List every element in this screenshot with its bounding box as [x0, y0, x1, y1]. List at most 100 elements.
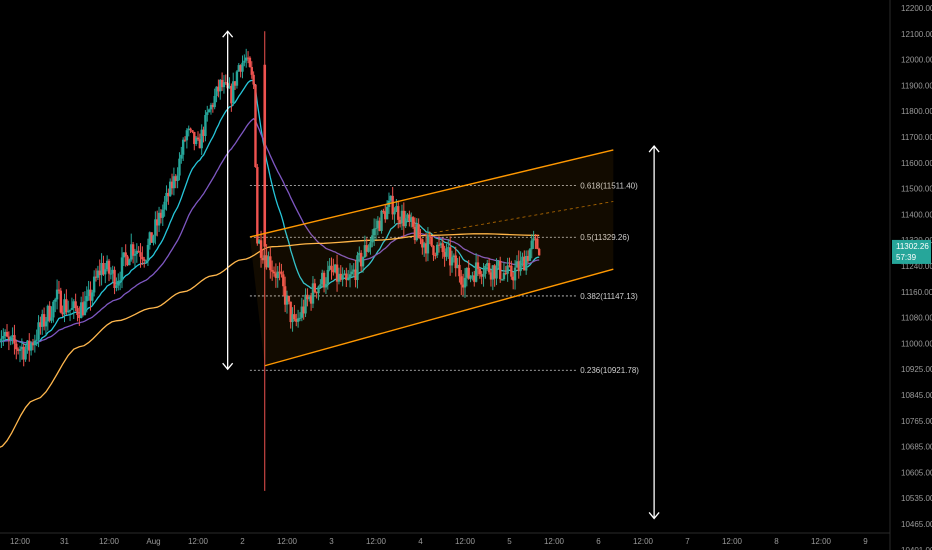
time-tick-label: 31 — [60, 537, 69, 546]
measure-arrow-head-down — [222, 362, 234, 371]
candle-body — [122, 252, 126, 258]
candle-body — [265, 255, 268, 268]
candle-body — [500, 279, 504, 281]
candle-body — [26, 340, 29, 350]
candle-body — [18, 349, 22, 351]
candle-body — [456, 264, 459, 269]
candle-body — [65, 299, 68, 313]
candle-body — [200, 129, 203, 149]
candle-body — [172, 176, 176, 189]
candle-body — [293, 314, 296, 320]
candle-body — [29, 343, 33, 351]
candle-body — [79, 302, 83, 319]
candle-body — [319, 284, 322, 287]
candle-body — [302, 306, 305, 314]
candle-body — [402, 210, 406, 227]
time-tick-label: 12:00 — [722, 537, 743, 546]
candle-body — [50, 317, 53, 321]
time-tick-label: 12:00 — [277, 537, 298, 546]
candle-body — [437, 244, 441, 246]
candle-body — [67, 310, 70, 313]
candle-body — [517, 261, 520, 272]
candle-body — [335, 264, 339, 282]
candle-body — [9, 337, 12, 340]
candle-body — [512, 276, 515, 281]
candle-body — [230, 85, 233, 104]
candle-body — [334, 264, 337, 273]
candle-body — [144, 260, 148, 262]
candle-body — [343, 273, 346, 276]
candle-body — [189, 128, 192, 131]
time-axis[interactable]: 12:00 31 12:00 Aug 12:00 2 12:00 3 12:00 4 12:00 5 1… — [0, 532, 890, 546]
price-tick-label: 11500.00 — [901, 185, 932, 194]
candle-body — [193, 131, 196, 145]
candle-body — [146, 244, 150, 261]
candlesticks — [0, 31, 541, 491]
candle-body — [421, 239, 424, 248]
candle-body — [105, 260, 109, 270]
candle-body — [519, 260, 522, 272]
candle-body — [183, 139, 187, 141]
price-tick-label: 11000.00 — [901, 339, 932, 348]
candle-body — [432, 245, 435, 256]
fib-level-label: 0.382(11147.13) — [580, 292, 638, 301]
parallel-channel — [249, 149, 614, 367]
candle-body — [389, 195, 393, 201]
candle-body — [363, 245, 367, 258]
candle-body — [348, 274, 352, 278]
candle-body — [232, 81, 235, 104]
candle-body — [102, 263, 105, 275]
candle-body — [252, 74, 255, 85]
candle-body — [378, 220, 381, 231]
candle-body — [504, 273, 507, 275]
candle-body — [380, 210, 383, 231]
candle-body — [461, 284, 465, 288]
time-tick-label: 8 — [774, 537, 779, 546]
candle-body — [530, 240, 533, 250]
time-tick-label: 3 — [329, 537, 334, 546]
candle-body — [332, 269, 335, 273]
candle-body — [382, 210, 385, 212]
candle-body — [70, 308, 74, 310]
candle-body — [476, 262, 480, 269]
candle-body — [272, 271, 276, 274]
candle-body — [482, 273, 485, 277]
price-tick-label: 10765.00 — [901, 417, 932, 426]
candle-body — [486, 263, 489, 266]
candle-body — [283, 286, 287, 305]
candle-body — [406, 214, 409, 219]
candle-body — [135, 250, 139, 255]
candle-body — [185, 130, 189, 141]
time-tick-label: 12:00 — [811, 537, 832, 546]
candle-body — [276, 271, 279, 279]
candle-body — [256, 167, 259, 244]
candle-body — [341, 275, 344, 280]
ema-slow-line — [0, 117, 540, 344]
candle-body — [167, 192, 170, 197]
time-tick-label: 12:00 — [188, 537, 209, 546]
candle-body — [52, 301, 55, 318]
candle-body — [356, 255, 359, 281]
candle-body — [180, 154, 183, 159]
candle-body — [423, 243, 426, 248]
time-tick-label: 12:00 — [455, 537, 476, 546]
candle-body — [115, 285, 118, 288]
time-tick-label: 6 — [596, 537, 601, 546]
candle-body — [168, 181, 172, 197]
price-tick-label: 10845.00 — [901, 391, 932, 400]
candle-body — [385, 206, 389, 220]
candle-body — [445, 248, 448, 257]
last-price-tag-box — [892, 239, 931, 264]
candle-body — [534, 238, 537, 240]
candle-body — [0, 338, 3, 340]
last-price-tag: 11302.26 57:39 — [892, 239, 931, 264]
candle-body — [346, 277, 350, 281]
measure-arrow-head-up — [222, 30, 234, 38]
candle-body — [96, 270, 100, 278]
candle-body — [174, 176, 177, 181]
fib-level-label: 0.618(11511.40) — [580, 182, 638, 191]
candle-body — [59, 290, 62, 313]
time-tick-label: Aug — [146, 537, 160, 546]
candle-body — [207, 109, 211, 113]
